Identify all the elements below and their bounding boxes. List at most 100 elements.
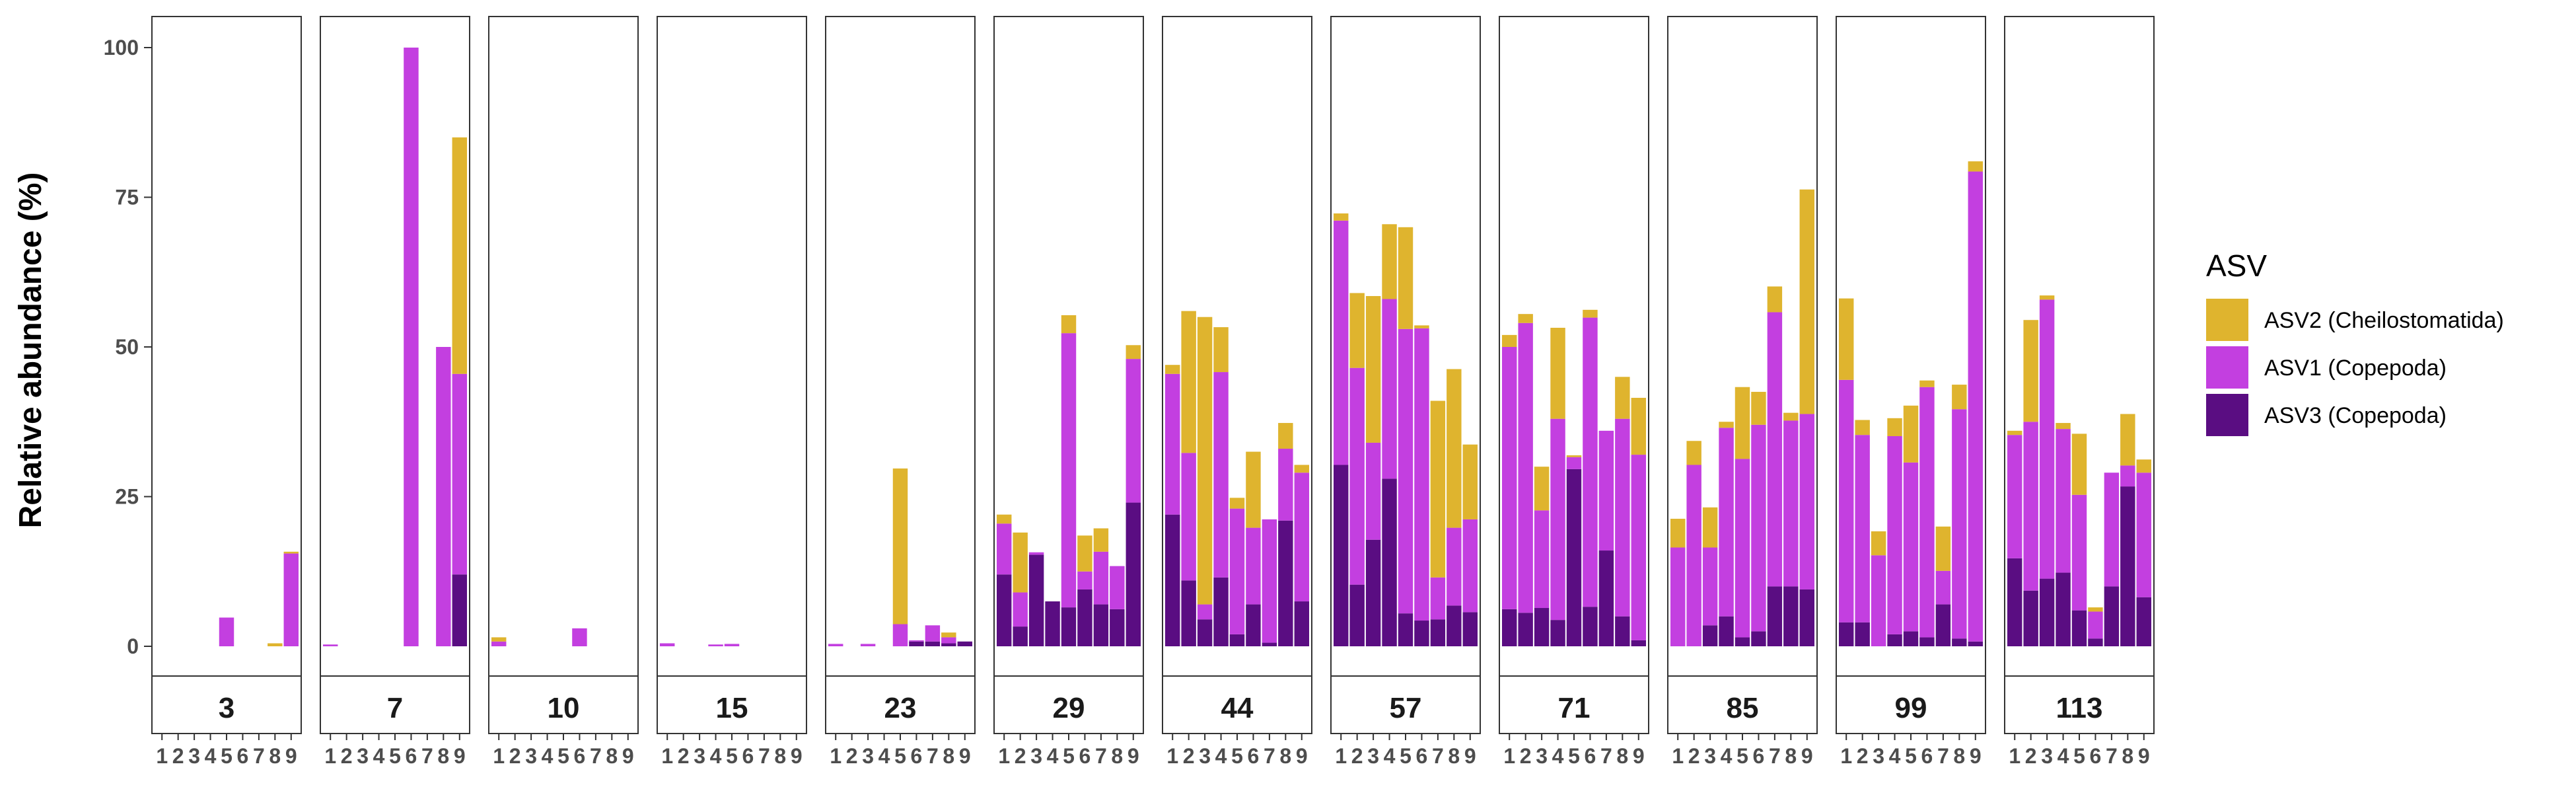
bar-asv2-panel85-sample4 — [1719, 422, 1734, 428]
bar-asv1-panel71-sample7 — [1598, 430, 1614, 551]
x-tick-label: 4 — [1215, 744, 1227, 768]
panel-border — [657, 16, 807, 677]
x-tick-label: 1 — [998, 744, 1010, 768]
bar-asv2-panel99-sample6 — [1919, 380, 1935, 387]
bar-asv2-panel57-sample4 — [1382, 224, 1397, 299]
bar-asv3-panel71-sample8 — [1615, 616, 1630, 646]
x-tick-label: 9 — [1801, 744, 1813, 768]
bar-asv2-panel71-sample5 — [1566, 455, 1582, 457]
bar-asv1-panel23-sample3 — [860, 644, 876, 646]
bar-asv1-panel85-sample9 — [1799, 414, 1814, 589]
facet-panel-99: 99 1 2 3 4 5 6 7 8 9 — [1836, 16, 1986, 768]
facet-strip-label: 7 — [387, 692, 403, 724]
bar-asv1-panel85-sample7 — [1767, 312, 1783, 587]
bar-asv1-panel7-sample6 — [404, 48, 419, 646]
bar-asv1-panel44-sample3 — [1197, 604, 1213, 620]
x-tick-label: 8 — [1616, 744, 1628, 768]
x-tick-label: 7 — [421, 744, 433, 768]
bar-asv1-panel85-sample4 — [1719, 428, 1734, 617]
bar-asv2-panel99-sample1 — [1839, 298, 1854, 380]
x-tick-label: 3 — [1367, 744, 1379, 768]
x-tick-label: 9 — [959, 744, 971, 768]
bar-asv2-panel71-sample3 — [1534, 467, 1550, 511]
bar-asv2-panel85-sample9 — [1799, 189, 1814, 414]
x-tick-label: 6 — [742, 744, 754, 768]
facet-strip-label: 113 — [2056, 692, 2103, 724]
bar-asv2-panel85-sample1 — [1670, 519, 1686, 548]
bar-asv1-panel57-sample5 — [1398, 328, 1413, 614]
x-tick-label: 4 — [542, 744, 554, 768]
x-tick-label: 1 — [1166, 744, 1178, 768]
x-tick-label: 7 — [1095, 744, 1107, 768]
facet-strip-label: 44 — [1221, 692, 1254, 724]
x-tick-label: 8 — [1448, 744, 1460, 768]
bar-asv2-panel44-sample9 — [1294, 465, 1309, 473]
bar-asv3-panel71-sample5 — [1566, 469, 1582, 646]
bar-asv2-panel57-sample6 — [1414, 325, 1429, 328]
x-tick-label: 5 — [894, 744, 906, 768]
bar-asv1-panel57-sample7 — [1430, 577, 1446, 620]
bar-asv3-panel44-sample3 — [1197, 619, 1213, 646]
bar-asv2-panel71-sample4 — [1550, 328, 1565, 419]
x-tick-label: 8 — [774, 744, 786, 768]
x-tick-label: 4 — [1889, 744, 1901, 768]
bar-asv3-panel99-sample5 — [1903, 631, 1919, 646]
facet-strip-label: 10 — [548, 692, 580, 724]
bar-asv1-panel71-sample5 — [1566, 457, 1582, 469]
x-tick-label: 5 — [1400, 744, 1412, 768]
bar-asv1-panel113-sample5 — [2071, 494, 2087, 611]
bar-asv1-panel71-sample6 — [1583, 317, 1598, 607]
bar-asv3-panel85-sample5 — [1735, 637, 1750, 646]
bar-asv1-panel57-sample3 — [1365, 442, 1381, 540]
bar-asv1-panel113-sample6 — [2088, 611, 2103, 639]
x-tick-label: 5 — [1736, 744, 1748, 768]
bar-asv1-panel57-sample1 — [1334, 220, 1349, 465]
facet-panel-10: 10 1 2 3 4 5 6 7 8 9 — [488, 16, 639, 768]
x-tick-label: 6 — [1753, 744, 1765, 768]
bar-asv2-panel7-sample9 — [452, 137, 467, 374]
x-tick-label: 7 — [253, 744, 265, 768]
bar-asv1-panel29-sample5 — [1061, 333, 1077, 608]
bar-asv2-panel44-sample1 — [1165, 365, 1180, 374]
x-tick-label: 1 — [324, 744, 336, 768]
bar-asv3-panel57-sample7 — [1430, 619, 1446, 646]
bar-asv3-panel29-sample5 — [1061, 607, 1077, 646]
legend-label: ASV1 (Copepoda) — [2264, 356, 2447, 381]
bar-asv3-panel99-sample8 — [1952, 638, 1967, 646]
bar-asv1-panel44-sample2 — [1181, 453, 1196, 581]
bar-asv2-panel57-sample2 — [1349, 293, 1365, 368]
x-tick-label: 6 — [1079, 744, 1091, 768]
x-tick-label: 5 — [1905, 744, 1917, 768]
bar-asv1-panel44-sample6 — [1246, 527, 1261, 605]
bar-asv2-panel85-sample8 — [1783, 412, 1799, 421]
bar-asv2-panel57-sample3 — [1365, 295, 1381, 443]
bar-asv1-panel29-sample9 — [1126, 359, 1141, 503]
x-tick-label: 6 — [1585, 744, 1596, 768]
legend: ASV2 (Cheilostomatida) ASV1 (Copepoda) ASV… — [2206, 299, 2504, 436]
bar-asv3-panel113-sample5 — [2071, 610, 2087, 646]
x-tick-label: 5 — [221, 744, 233, 768]
bar-asv1-panel71-sample8 — [1615, 418, 1630, 617]
bar-asv2-panel10-sample1 — [491, 637, 507, 642]
bar-asv2-panel23-sample5 — [892, 468, 908, 624]
x-tick-label: 9 — [622, 744, 634, 768]
bar-asv2-panel3-sample8 — [268, 643, 283, 646]
bar-asv3-panel44-sample5 — [1229, 634, 1245, 646]
x-tick-label: 4 — [205, 744, 217, 768]
bar-asv3-panel57-sample2 — [1349, 584, 1365, 646]
legend-key — [2206, 394, 2248, 436]
bar-asv1-panel71-sample2 — [1518, 322, 1533, 613]
bar-asv3-panel99-sample4 — [1887, 634, 1902, 646]
bar-asv3-panel44-sample1 — [1165, 514, 1180, 646]
bar-asv3-panel57-sample6 — [1414, 621, 1429, 646]
bar-asv2-panel99-sample3 — [1871, 531, 1886, 556]
bar-asv3-panel29-sample9 — [1126, 502, 1141, 646]
x-tick-label: 6 — [1248, 744, 1260, 768]
bar-asv2-panel71-sample1 — [1502, 334, 1517, 347]
bar-asv1-panel57-sample9 — [1462, 519, 1478, 613]
x-tick-label: 3 — [525, 744, 537, 768]
y-tick-label: 25 — [115, 485, 139, 509]
bar-asv1-panel71-sample4 — [1550, 418, 1565, 621]
x-tick-label: 4 — [710, 744, 722, 768]
bar-asv1-panel23-sample8 — [941, 637, 956, 644]
